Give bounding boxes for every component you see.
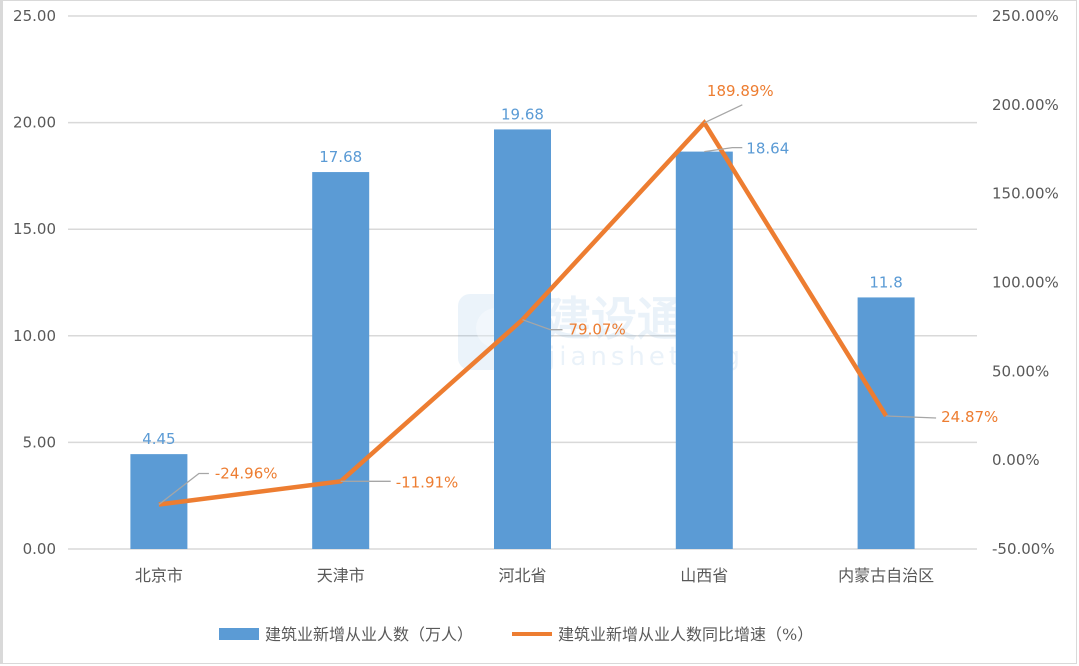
right-tick-label: 150.00% bbox=[992, 185, 1059, 203]
bar bbox=[312, 172, 370, 550]
right-tick-label: 200.00% bbox=[992, 96, 1059, 114]
bar-series bbox=[130, 129, 915, 550]
gridlines bbox=[68, 15, 977, 550]
legend-bar-swatch bbox=[219, 628, 259, 640]
bar-data-label: 19.68 bbox=[501, 105, 544, 123]
category-label: 内蒙古自治区 bbox=[838, 566, 934, 585]
line-data-label: -24.96% bbox=[215, 465, 278, 483]
bar bbox=[857, 297, 915, 549]
left-tick-label: 20.00 bbox=[13, 114, 56, 132]
right-y-axis: -50.00% 0.00% 50.00% 100.00% 150.00% 200.00% 2… bbox=[992, 7, 1059, 558]
left-tick-label: 25.00 bbox=[13, 7, 56, 25]
legend: 建筑业新增从业人数（万人） 建筑业新增从业人数同比增速（%） bbox=[219, 625, 813, 644]
left-tick-label: 0.00 bbox=[23, 540, 56, 558]
line-data-label: 24.87% bbox=[941, 408, 998, 426]
leader-line bbox=[886, 415, 937, 419]
leader-line bbox=[522, 319, 563, 331]
right-tick-label: -50.00% bbox=[992, 540, 1055, 558]
bar-data-label: 18.64 bbox=[746, 140, 789, 158]
right-tick-label: 100.00% bbox=[992, 274, 1059, 292]
line-data-label: -11.91% bbox=[396, 473, 459, 491]
right-tick-label: 50.00% bbox=[992, 362, 1049, 380]
left-tick-label: 5.00 bbox=[23, 433, 56, 451]
bar-data-label: 4.45 bbox=[142, 430, 175, 448]
left-tick-label: 15.00 bbox=[13, 220, 56, 238]
line-data-label: 79.07% bbox=[569, 321, 626, 339]
legend-line-label: 建筑业新增从业人数同比增速（%） bbox=[558, 625, 813, 644]
bar-data-label: 11.8 bbox=[869, 273, 902, 291]
bar-data-label: 17.68 bbox=[319, 148, 362, 166]
data-labels: 4.45 17.68 19.68 18.64 11.8 -24.96% -11.91% 79.… bbox=[142, 82, 998, 506]
legend-bar-label: 建筑业新增从业人数（万人） bbox=[265, 625, 473, 644]
leader-line bbox=[158, 472, 209, 506]
category-label: 山西省 bbox=[680, 566, 728, 585]
category-label: 河北省 bbox=[498, 566, 546, 585]
left-tick-label: 10.00 bbox=[13, 327, 56, 345]
right-tick-label: 250.00% bbox=[992, 7, 1059, 25]
category-label: 北京市 bbox=[135, 566, 183, 585]
category-label: 天津市 bbox=[317, 566, 365, 585]
left-y-axis: 0.00 5.00 10.00 15.00 20.00 25.00 bbox=[13, 7, 56, 558]
line-data-label: 189.89% bbox=[707, 82, 774, 100]
bar bbox=[675, 151, 733, 549]
right-tick-label: 0.00% bbox=[992, 451, 1040, 469]
leader-line bbox=[704, 146, 743, 153]
svg-text:建设通: 建设通 bbox=[545, 292, 683, 346]
category-axis: 北京市 天津市 河北省 山西省 内蒙古自治区 bbox=[135, 566, 934, 585]
leader-line bbox=[704, 104, 743, 124]
